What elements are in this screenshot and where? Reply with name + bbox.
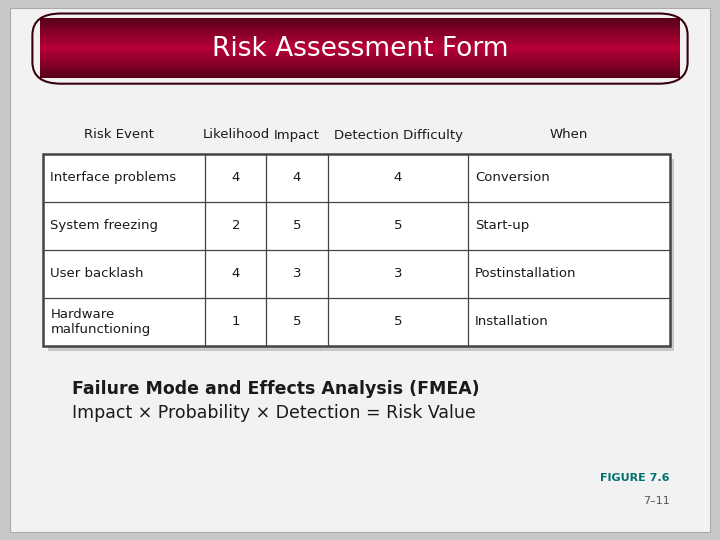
Text: Impact × Probability × Detection = Risk Value: Impact × Probability × Detection = Risk … — [72, 404, 476, 422]
Text: Interface problems: Interface problems — [50, 171, 176, 184]
Text: 1: 1 — [232, 315, 240, 328]
Text: 5: 5 — [293, 315, 301, 328]
Bar — [40, 27, 680, 29]
Bar — [40, 48, 680, 50]
Bar — [40, 26, 680, 28]
Bar — [40, 55, 680, 57]
Bar — [40, 44, 680, 45]
Bar — [40, 67, 680, 69]
Bar — [40, 24, 680, 26]
Text: Start-up: Start-up — [475, 219, 529, 232]
Bar — [40, 60, 680, 62]
Bar — [40, 29, 680, 31]
Bar — [40, 61, 680, 63]
Bar — [40, 31, 680, 33]
Text: Failure Mode and Effects Analysis (FMEA): Failure Mode and Effects Analysis (FMEA) — [72, 380, 480, 398]
Text: 4: 4 — [394, 171, 402, 184]
Text: Conversion: Conversion — [475, 171, 550, 184]
Bar — [43, 154, 670, 346]
Bar — [40, 75, 680, 76]
Bar — [40, 42, 680, 44]
Bar — [40, 66, 680, 68]
Text: FIGURE 7.6: FIGURE 7.6 — [600, 473, 670, 483]
Bar — [40, 19, 680, 21]
Bar — [40, 49, 680, 51]
Bar — [40, 59, 680, 60]
Bar — [40, 28, 680, 30]
Bar — [40, 30, 680, 32]
Bar — [40, 41, 680, 43]
Bar — [40, 39, 680, 40]
Bar — [40, 65, 680, 66]
Text: 3: 3 — [293, 267, 301, 280]
Bar — [40, 53, 680, 55]
Bar — [40, 57, 680, 58]
Bar — [40, 23, 680, 25]
Text: 5: 5 — [394, 315, 402, 328]
Text: Hardware
malfunctioning: Hardware malfunctioning — [50, 308, 150, 336]
Bar — [40, 71, 680, 72]
Text: Installation: Installation — [475, 315, 549, 328]
Bar — [40, 63, 680, 64]
Text: 2: 2 — [232, 219, 240, 232]
Text: System freezing: System freezing — [50, 219, 158, 232]
Bar — [40, 22, 680, 24]
Bar — [40, 77, 680, 78]
Bar — [40, 74, 680, 76]
Text: Risk Assessment Form: Risk Assessment Form — [212, 36, 508, 62]
Bar — [40, 43, 680, 45]
Bar — [40, 40, 680, 42]
Text: Postinstallation: Postinstallation — [475, 267, 577, 280]
Bar — [40, 72, 680, 73]
Bar — [40, 32, 680, 33]
Bar — [40, 25, 680, 27]
Bar — [40, 62, 680, 64]
Bar — [40, 50, 680, 51]
Bar — [40, 70, 680, 71]
Text: Impact: Impact — [274, 129, 320, 141]
Bar — [40, 64, 680, 65]
Text: 7–11: 7–11 — [643, 496, 670, 506]
Bar — [40, 36, 680, 38]
Bar — [40, 18, 680, 20]
Bar — [40, 33, 680, 35]
Text: 5: 5 — [394, 219, 402, 232]
Text: 4: 4 — [232, 171, 240, 184]
Bar — [40, 76, 680, 77]
Bar — [40, 56, 680, 58]
Bar — [40, 54, 680, 56]
Text: User backlash: User backlash — [50, 267, 144, 280]
Text: 3: 3 — [394, 267, 402, 280]
Bar — [40, 34, 680, 36]
Bar — [40, 35, 680, 37]
Bar — [40, 58, 680, 59]
Bar — [40, 37, 680, 39]
Bar — [40, 38, 680, 40]
Text: When: When — [549, 129, 588, 141]
Bar — [48, 159, 674, 351]
Bar — [40, 47, 680, 49]
Bar — [40, 68, 680, 70]
Bar — [40, 69, 680, 70]
Text: 4: 4 — [293, 171, 301, 184]
Bar — [40, 73, 680, 75]
Bar — [40, 45, 680, 46]
Bar — [40, 21, 680, 22]
Text: Risk Event: Risk Event — [84, 129, 154, 141]
Text: Likelihood: Likelihood — [202, 129, 270, 141]
Bar — [40, 46, 680, 48]
Text: 5: 5 — [293, 219, 301, 232]
Text: Detection Difficulty: Detection Difficulty — [333, 129, 463, 141]
Text: 4: 4 — [232, 267, 240, 280]
Bar — [40, 51, 680, 52]
Bar — [40, 52, 680, 53]
Bar — [40, 22, 680, 23]
